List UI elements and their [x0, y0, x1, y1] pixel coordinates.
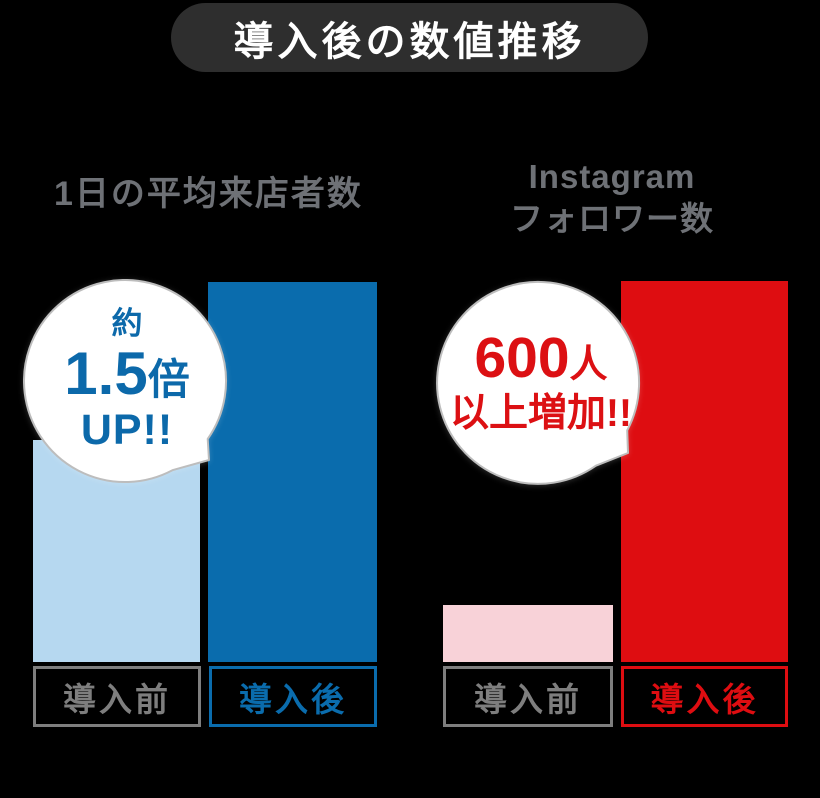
bar-followers-before	[443, 605, 613, 662]
chart-title-daily-visitors: 1日の平均来店者数	[54, 175, 363, 213]
label-visitors-before: 導入前	[33, 666, 201, 727]
chart-title-instagram-line1: Instagram	[528, 158, 696, 195]
bar-visitors-after	[208, 282, 377, 662]
bar-followers-after	[621, 281, 788, 662]
chart-title-instagram-line2: フォロワー数	[510, 200, 714, 237]
speech-bubble-followers-shape	[436, 280, 641, 485]
label-followers-after: 導入後	[621, 666, 788, 727]
page-title-text: 導入後の数値推移	[233, 19, 586, 64]
label-followers-before: 導入前	[443, 666, 613, 727]
speech-bubble-visitors-shape	[23, 279, 227, 484]
chart-title-instagram-followers: Instagram フォロワー数	[450, 156, 774, 240]
speech-bubble-visitors	[23, 279, 227, 484]
speech-bubble-followers	[436, 280, 641, 485]
label-visitors-after: 導入後	[209, 666, 377, 727]
page-title: 導入後の数値推移	[171, 3, 648, 72]
